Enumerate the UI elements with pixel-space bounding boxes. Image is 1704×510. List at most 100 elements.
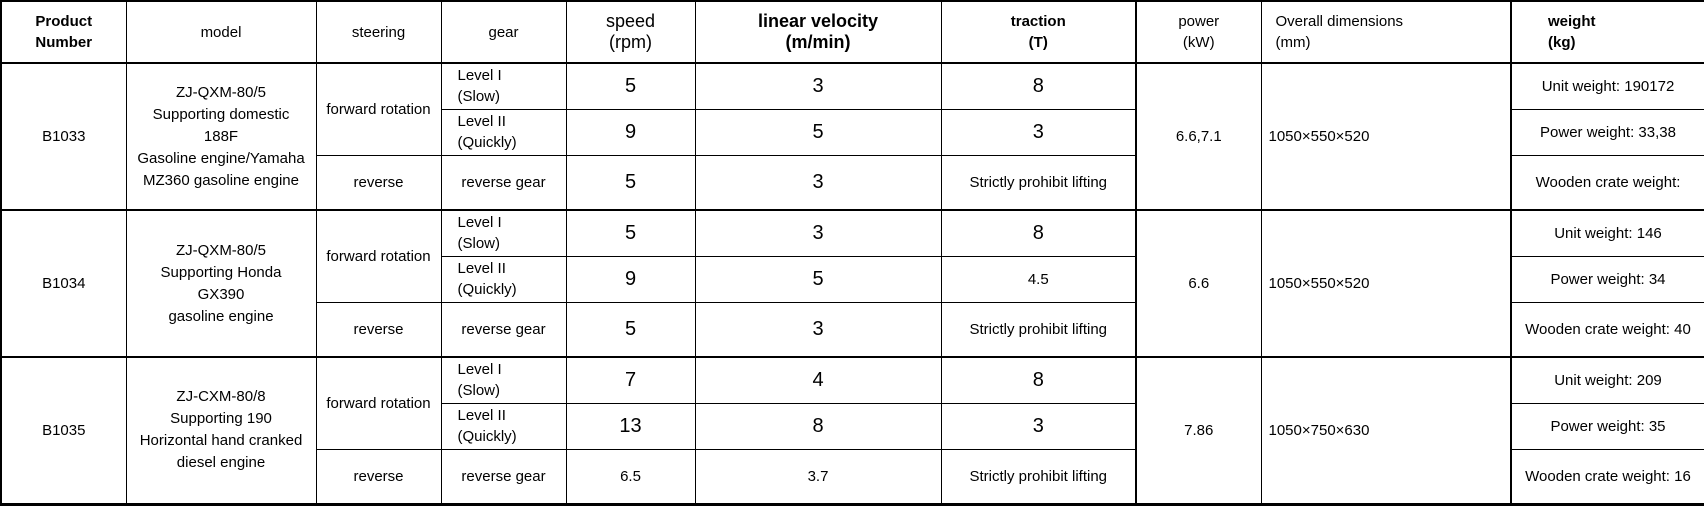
unit-weight-cell: Unit weight: 190172: [1510, 62, 1704, 110]
model-line: Supporting Honda: [160, 263, 282, 281]
header-line: Product: [35, 13, 93, 30]
model-line: Supporting domestic: [152, 105, 290, 123]
linear-velocity-cell: 3.7: [694, 448, 942, 505]
table-header: Product Number model steering gear speed…: [0, 0, 1704, 64]
header-line: (rpm): [609, 32, 652, 52]
table-row: Level II (Quickly) 9 5 4.5 Power weight:…: [1, 255, 1704, 303]
traction-cell: 8: [940, 356, 1137, 404]
header-line: power: [1178, 13, 1220, 30]
traction-cell: Strictly prohibit lifting: [940, 301, 1137, 358]
speed-cell: 6.5: [565, 448, 696, 505]
header-line: traction: [1010, 13, 1066, 30]
gear-line: Level I: [457, 67, 502, 85]
speed-cell: 7: [565, 356, 696, 404]
header-row: Product Number model steering gear speed…: [0, 0, 1704, 64]
steering-cell: reverse: [315, 448, 442, 505]
gear-line: (Quickly): [457, 281, 517, 298]
linear-velocity-cell: 3: [694, 209, 942, 257]
model-line: diesel engine: [176, 454, 266, 472]
gear-line: (Quickly): [457, 134, 517, 151]
crate-weight-cell: Wooden crate weight:: [1510, 154, 1704, 211]
table-row: reverse reverse gear 6.5 3.7 Strictly pr…: [1, 448, 1704, 505]
table-row: Level II (Quickly) 9 5 3 Power weight: 3…: [1, 108, 1704, 156]
gear-line: Level I: [457, 361, 502, 379]
header-line: speed: [605, 11, 656, 31]
crate-weight-cell: Wooden crate weight: 40: [1510, 301, 1704, 358]
linear-velocity-cell: 5: [694, 255, 942, 303]
power-cell: 6.6: [1135, 209, 1262, 358]
dimensions-cell: 1050×550×520: [1260, 62, 1512, 211]
header-line: weight: [1548, 13, 1596, 30]
steering-cell: forward rotation: [315, 209, 442, 303]
linear-velocity-cell: 3: [694, 62, 942, 110]
header-line: (kW): [1182, 34, 1215, 51]
gear-line: Level II: [457, 260, 506, 277]
model-line: Supporting 190: [170, 410, 272, 428]
col-header-product-number: Product Number: [0, 0, 127, 64]
col-header-traction: traction (T): [940, 0, 1137, 64]
col-header-weight: weight (kg): [1510, 0, 1704, 64]
power-weight-cell: Power weight: 34: [1510, 255, 1704, 303]
product-section: B1035 ZJ-CXM-80/8 Supporting 190 Horizon…: [0, 356, 1704, 505]
product-number-cell: B1033: [0, 62, 127, 211]
product-section: B1034 ZJ-QXM-80/5 Supporting Honda GX390…: [0, 209, 1704, 358]
col-header-steering: steering: [315, 0, 442, 64]
speed-cell: 9: [565, 255, 696, 303]
header-line: Overall dimensions: [1275, 13, 1404, 30]
gear-cell: Level I (Slow): [440, 62, 567, 110]
table-row: B1033 ZJ-QXM-80/5 Supporting domestic 18…: [0, 62, 1704, 211]
table-row: B1034 ZJ-QXM-80/5 Supporting Honda GX390…: [0, 209, 1704, 358]
power-cell: 6.6,7.1: [1135, 62, 1262, 211]
linear-velocity-cell: 3: [694, 301, 942, 358]
col-header-gear: gear: [440, 0, 567, 64]
traction-cell: 8: [940, 209, 1137, 257]
header-line: (mm): [1275, 34, 1311, 51]
model-line: Horizontal hand cranked: [139, 432, 303, 450]
speed-cell: 5: [565, 62, 696, 110]
model-cell: ZJ-CXM-80/8 Supporting 190 Horizontal ha…: [125, 356, 317, 505]
linear-velocity-cell: 4: [694, 356, 942, 404]
linear-velocity-cell: 5: [694, 108, 942, 156]
unit-weight-cell: Unit weight: 146: [1510, 209, 1704, 257]
gear-cell: Level II (Quickly): [440, 402, 567, 450]
gear-cell: Level II (Quickly): [440, 108, 567, 156]
product-section: B1033 ZJ-QXM-80/5 Supporting domestic 18…: [0, 62, 1704, 211]
gear-cell: Level II (Quickly): [440, 255, 567, 303]
table-row: reverse reverse gear 5 3 Strictly prohib…: [1, 301, 1704, 358]
model-line: Gasoline engine/Yamaha: [137, 149, 305, 167]
gear-line: Level II: [457, 113, 506, 130]
speed-cell: 5: [565, 154, 696, 211]
speed-cell: 5: [565, 209, 696, 257]
speed-cell: 9: [565, 108, 696, 156]
gear-cell: reverse gear: [440, 301, 567, 358]
header-line: (m/min): [785, 32, 851, 52]
gear-line: Level I: [457, 214, 502, 232]
unit-weight-cell: Unit weight: 209: [1510, 356, 1704, 404]
power-weight-cell: Power weight: 35: [1510, 402, 1704, 450]
gear-cell: Level I (Slow): [440, 209, 567, 257]
gear-cell: reverse gear: [440, 448, 567, 505]
model-line: GX390: [197, 285, 245, 303]
speed-cell: 13: [565, 402, 696, 450]
dimensions-cell: 1050×550×520: [1260, 209, 1512, 358]
gear-cell: reverse gear: [440, 154, 567, 211]
traction-cell: 3: [940, 108, 1137, 156]
traction-cell: 4.5: [940, 255, 1137, 303]
model-line: ZJ-QXM-80/5: [175, 83, 266, 101]
gear-cell: Level I (Slow): [440, 356, 567, 404]
traction-cell: Strictly prohibit lifting: [940, 154, 1137, 211]
header-line: linear velocity: [757, 11, 879, 31]
product-number-cell: B1034: [0, 209, 127, 358]
traction-cell: 3: [940, 402, 1137, 450]
col-header-power: power (kW): [1135, 0, 1262, 64]
table-row: Level II (Quickly) 13 8 3 Power weight: …: [1, 402, 1704, 450]
gear-line: (Slow): [457, 382, 501, 400]
table-row: reverse reverse gear 5 3 Strictly prohib…: [1, 154, 1704, 211]
model-line: MZ360 gasoline engine: [143, 171, 299, 189]
model-cell: ZJ-QXM-80/5 Supporting domestic 188F Gas…: [125, 62, 317, 211]
col-header-model: model: [125, 0, 317, 64]
speed-cell: 5: [565, 301, 696, 358]
dimensions-cell: 1050×750×630: [1260, 356, 1512, 505]
gear-line: (Slow): [457, 235, 501, 253]
